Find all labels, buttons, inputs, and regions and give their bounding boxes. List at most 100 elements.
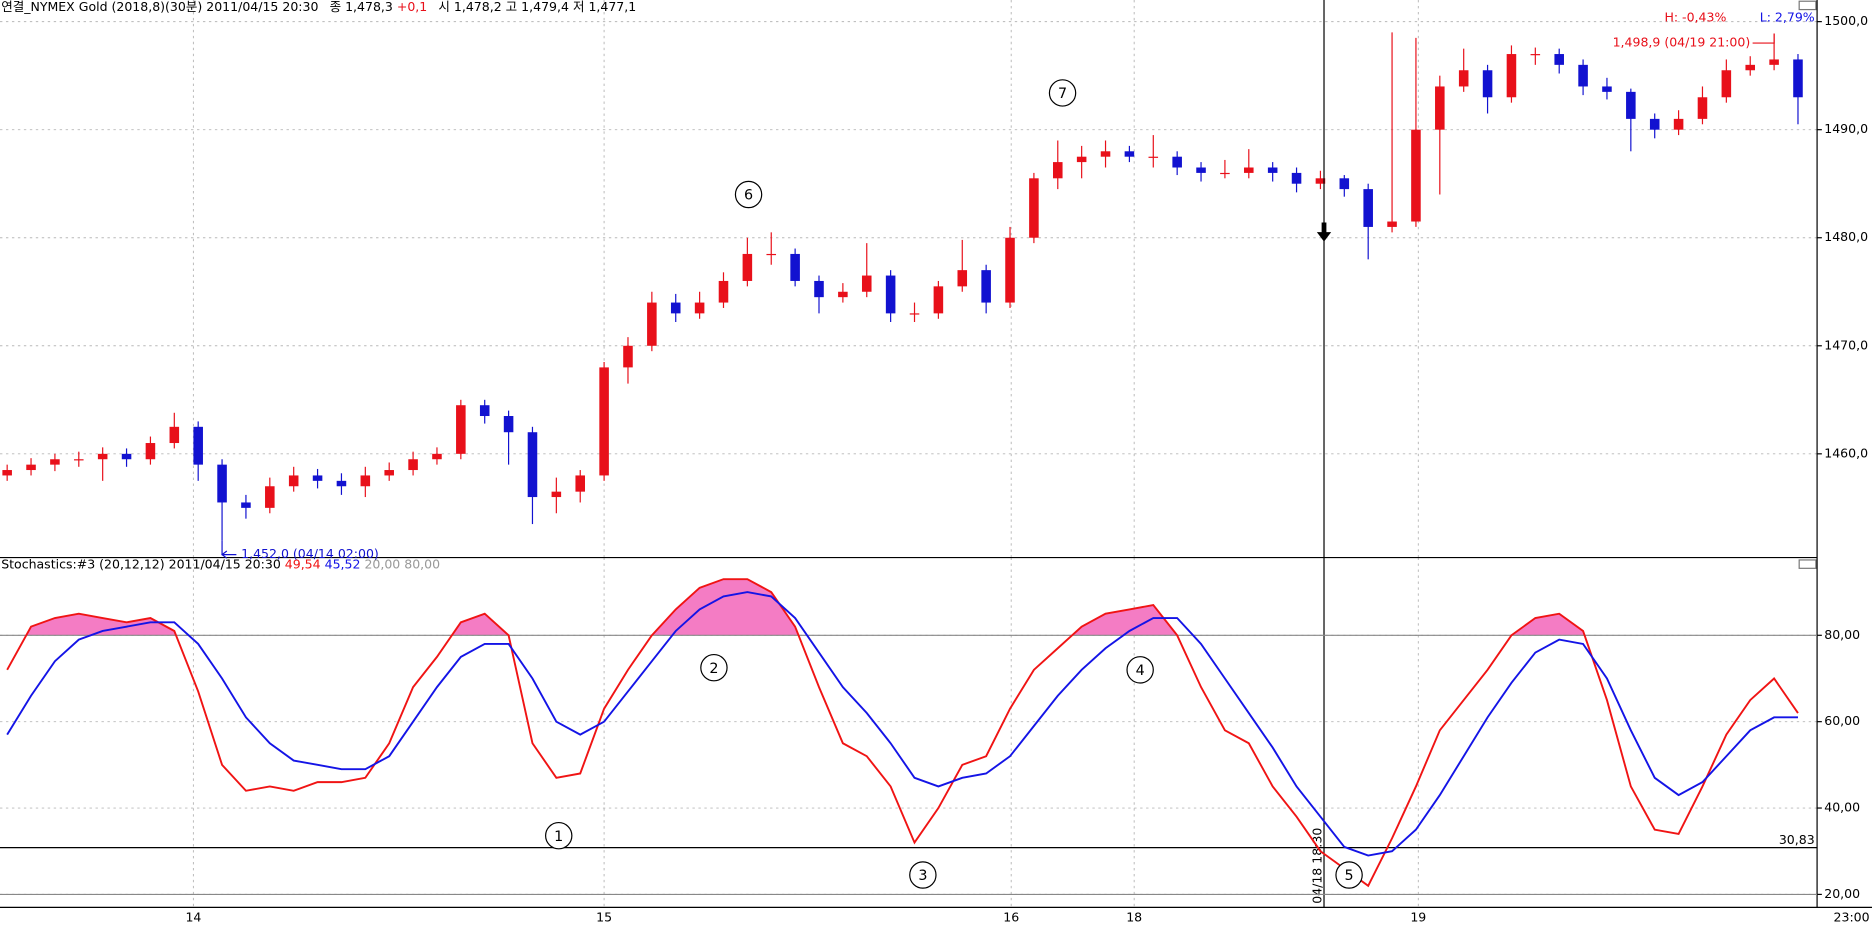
candle-body [1721,70,1732,98]
candle-body [1482,70,1493,98]
candle-body [97,453,108,460]
price-header: 연결_NYMEX Gold (2018,8)(30분) 2011/04/15 2… [1,0,636,14]
range-low: L: 2,79% [1760,9,1815,24]
candle-body [1793,59,1803,98]
candle-body [1697,97,1708,119]
candle-body [861,275,872,292]
annotation-label: 4 [1136,663,1145,679]
high-label: 고 [506,0,518,14]
candle-body [312,475,323,481]
candle-body [1506,54,1517,98]
close-label: 종 [330,0,342,14]
candle-body [1220,172,1230,175]
y-tick-label: 60,00 [1824,713,1860,728]
reference-label: 30,83 [1779,832,1815,847]
x-tick-label: 16 [1003,910,1019,925]
candle-body [1673,118,1684,130]
candle-body [1578,64,1588,87]
candle-body [384,470,394,476]
annotation-circle [909,861,937,889]
y-tick-label: 1460,0 [1824,445,1868,460]
annotation-circle [734,180,763,209]
candle-body [360,475,371,487]
y-tick-label: 80,00 [1824,627,1860,642]
candle-body [1172,156,1182,168]
candle-body [814,280,824,298]
k-readout: 49,54 [285,556,321,571]
candle-body [623,345,633,368]
candle-body [1053,162,1063,179]
stoch-header: Stochastics:#3 (20,12,12) 2011/04/15 20:… [1,556,440,571]
candle-body [241,502,251,508]
annotation-label: 1 [554,829,563,845]
candle-body [503,416,514,433]
annotation-circle [1126,656,1154,684]
low-label: 저 [573,0,585,14]
range-high: H: -0,43% [1664,9,1726,24]
stoch-line [6,578,1799,888]
y-tick-label: 1490,0 [1824,121,1868,136]
candle-body [766,253,777,256]
high-marker-line [1752,33,1775,44]
candle-body [50,459,60,465]
candle-body [718,280,729,303]
candle-body [670,302,681,314]
candle-body [1339,178,1350,190]
close: 1,478,3 [345,0,393,14]
candle-body [288,475,299,487]
candle-body [1029,178,1039,238]
annotation-circle [700,653,728,682]
low-marker-label: 1,452,0 (04/14 02:00) [241,546,379,561]
annotation-label: 3 [918,868,927,884]
candle-body [1602,86,1612,92]
y-tick-label: 1500,0 [1824,13,1868,28]
time-label: 23:00 [1834,910,1870,925]
x-tick-label: 19 [1410,910,1426,925]
candle-body [527,432,538,498]
high-marker-label: 1,498,9 (04/19 21:00) [1613,35,1751,50]
candle-body [2,470,12,476]
x-tick-label: 15 [596,910,612,925]
low-marker-arrow [221,540,237,559]
candle-body [1363,189,1373,227]
candle-body [981,270,991,303]
annotation-label: 6 [744,188,753,204]
candle-body [456,405,466,454]
candle-body [169,426,180,444]
candle-body [647,302,657,346]
annotation-circle [1335,861,1363,889]
candle-body [1196,167,1206,173]
candle-body [1148,156,1159,158]
y-tick-label: 40,00 [1824,800,1860,815]
candle-body [1649,118,1660,130]
y-tick-label: 20,00 [1824,886,1860,901]
candle-body [885,275,896,314]
candle-body [909,313,920,315]
candle-body [193,426,203,465]
candle-body [1411,129,1421,222]
datetime: 2011/04/15 20:30 [206,0,318,14]
candle-body [1626,91,1636,119]
annotation-label: 7 [1058,86,1067,102]
candle-body [599,367,609,476]
y-tick-label: 1470,0 [1824,337,1868,352]
stoch-title: Stochastics:#3 (20,12,12) 2011/04/15 20:… [1,556,281,571]
panel-button[interactable] [1798,559,1817,569]
y-tick-label: 1480,0 [1824,229,1868,244]
candle-body [145,443,156,460]
x-tick-label: 14 [185,910,201,925]
candle-body [933,286,944,314]
candle-body [1530,54,1541,56]
panel-button[interactable] [1798,0,1817,11]
candle-body [1315,178,1326,184]
candle-body [217,464,227,503]
levels-readout: 20,00 80,00 [364,556,440,571]
candle-body [1244,167,1254,173]
open: 1,478,2 [454,0,502,14]
change: +0,1 [397,0,427,14]
candle-body [408,459,418,471]
annotation-circle [545,821,573,850]
plot-layer [0,0,1818,908]
crosshair-arrow [1316,222,1332,242]
